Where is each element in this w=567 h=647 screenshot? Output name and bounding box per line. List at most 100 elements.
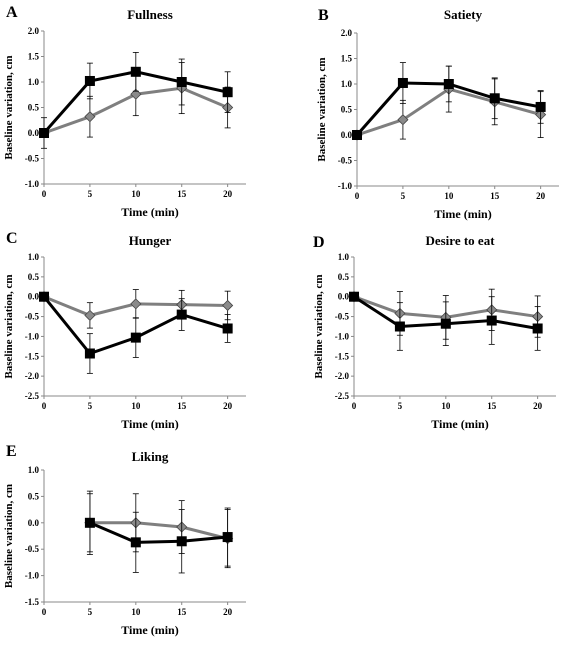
y-tick-label: -1.0: [25, 331, 40, 341]
y-tick-label: -1.5: [335, 351, 350, 361]
y-tick-label: -1.5: [25, 597, 40, 607]
data-point-square: [176, 77, 187, 87]
data-point-square: [84, 75, 95, 86]
x-axis-label: Time (min): [121, 205, 178, 219]
panel-letter: D: [313, 234, 325, 251]
data-point-diamond: [130, 298, 142, 310]
y-tick-label: 1.0: [338, 252, 350, 262]
y-tick-label: 0.0: [338, 292, 350, 302]
y-tick-label: 0.0: [28, 128, 40, 138]
data-point-diamond: [84, 111, 96, 123]
panel-title: Desire to eat: [425, 233, 495, 248]
panel-a: A Fullness -1.0 -0.5 0.0 0.5 1.0 1.5 2.0 0 5 10 15 20…: [3, 4, 246, 219]
y-axis-label: Baseline variation, cm: [3, 55, 15, 159]
x-tick-label: 10: [441, 401, 451, 411]
y-axis-label: Baseline variation, cm: [316, 57, 328, 161]
x-tick-label: 0: [42, 401, 47, 411]
data-point-square: [39, 128, 49, 138]
y-tick-label: 0.0: [341, 130, 353, 140]
x-tick-label: 15: [490, 191, 500, 201]
x-tick-label: 20: [533, 401, 543, 411]
data-point-square: [222, 87, 233, 98]
panel-letter: B: [318, 7, 329, 24]
x-tick-label: 20: [536, 191, 546, 201]
y-tick-label: -0.5: [338, 156, 353, 166]
y-tick-label: 0.0: [28, 518, 40, 528]
y-tick-label: 2.0: [341, 28, 353, 38]
x-tick-label: 15: [487, 401, 497, 411]
y-axis-label: Baseline variation, cm: [3, 484, 15, 588]
x-axis-label: Time (min): [121, 417, 178, 431]
y-tick-label: 1.0: [28, 252, 40, 262]
series-square: [352, 62, 546, 140]
series-line: [89, 521, 229, 541]
series-square: [39, 291, 233, 374]
data-point-square: [39, 291, 49, 302]
x-axis-label: Time (min): [434, 207, 491, 221]
x-tick-label: 0: [355, 191, 360, 201]
y-tick-label: -1.0: [338, 181, 353, 191]
y-tick-label: 0.5: [28, 103, 40, 113]
series-square: [39, 52, 233, 138]
series-line: [89, 521, 228, 544]
data-point-diamond: [130, 88, 142, 100]
y-tick-label: -1.0: [25, 179, 40, 189]
x-tick-label: 20: [223, 607, 233, 617]
data-point-diamond: [84, 309, 96, 321]
data-point-square: [130, 66, 141, 77]
y-tick-label: 1.0: [28, 465, 40, 475]
data-point-square: [535, 101, 546, 112]
x-tick-label: 10: [131, 607, 141, 617]
x-tick-label: 5: [88, 189, 93, 199]
x-axis-label: Time (min): [431, 417, 488, 431]
series-square: [84, 493, 233, 574]
y-tick-label: 0.0: [28, 292, 40, 302]
panel-letter: E: [6, 443, 17, 460]
data-point-square: [489, 93, 500, 104]
x-tick-label: 20: [223, 189, 233, 199]
x-tick-label: 5: [398, 401, 403, 411]
data-point-square: [176, 309, 187, 320]
y-axis-label: Baseline variation, cm: [313, 274, 325, 378]
data-point-square: [130, 537, 141, 548]
panel-title: Fullness: [127, 7, 173, 22]
y-tick-label: -2.0: [25, 371, 40, 381]
x-axis-label: Time (min): [121, 623, 178, 637]
y-tick-label: -0.5: [335, 312, 350, 322]
panel-letter: C: [6, 230, 18, 247]
y-tick-label: -1.0: [25, 571, 40, 581]
x-tick-label: 15: [177, 607, 187, 617]
data-point-square: [440, 318, 451, 329]
data-point-square: [222, 323, 233, 334]
y-tick-label: -1.0: [335, 331, 350, 341]
y-tick-label: 0.5: [338, 272, 350, 282]
data-point-square: [486, 315, 497, 326]
data-point-diamond: [397, 114, 409, 126]
y-tick-label: 0.5: [341, 105, 353, 115]
data-point-square: [443, 79, 454, 89]
x-tick-label: 0: [42, 607, 47, 617]
y-tick-label: 2.0: [28, 26, 40, 36]
x-tick-label: 15: [177, 401, 187, 411]
y-tick-label: -0.5: [25, 312, 40, 322]
data-point-square: [176, 536, 187, 547]
data-point-diamond: [222, 299, 234, 312]
y-tick-label: -2.5: [335, 391, 350, 401]
panel-c: C Hunger -2.5 -2.0 -1.5 -1.0 -0.5 0.0 0.5 1.0 0 5 10…: [3, 230, 246, 431]
x-tick-label: 10: [444, 191, 454, 201]
y-tick-label: 1.5: [28, 52, 40, 62]
data-point-square: [532, 323, 543, 334]
x-tick-label: 20: [223, 401, 233, 411]
y-tick-label: 1.0: [28, 77, 40, 87]
y-tick-label: 1.0: [341, 79, 353, 89]
y-tick-label: 0.5: [28, 272, 40, 282]
x-tick-label: 0: [352, 401, 357, 411]
x-tick-label: 5: [88, 401, 93, 411]
data-point-square: [222, 532, 233, 543]
y-tick-label: 0.5: [28, 491, 40, 501]
x-tick-label: 10: [131, 401, 141, 411]
data-point-square: [349, 291, 359, 302]
x-tick-label: 10: [131, 189, 141, 199]
